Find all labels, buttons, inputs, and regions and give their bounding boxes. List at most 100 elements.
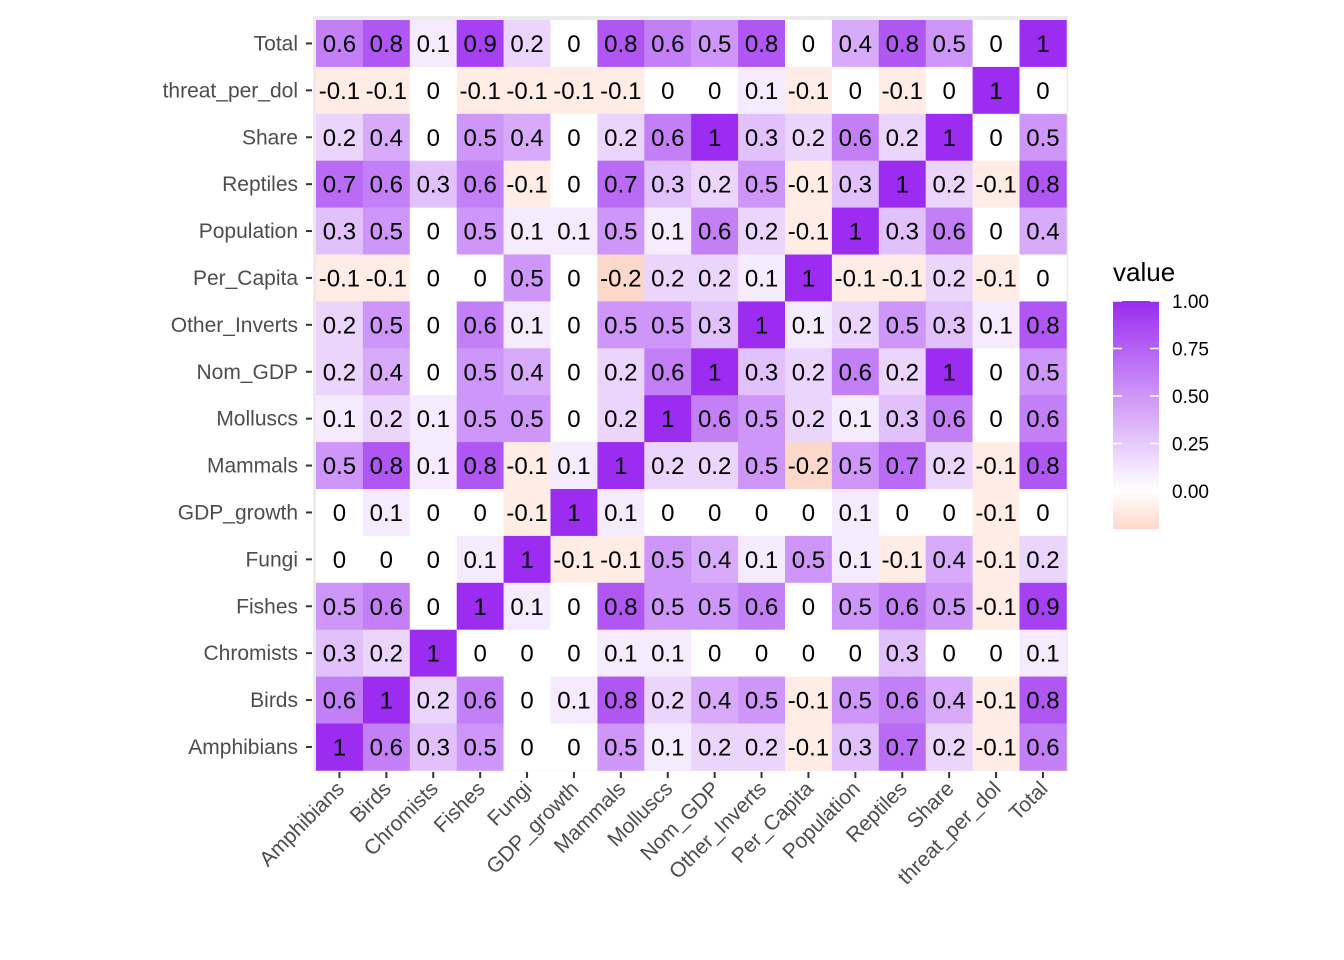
heatmap-cell xyxy=(409,348,457,396)
cell-value-label: 0.9 xyxy=(1026,594,1059,621)
cell-value-label: 0.5 xyxy=(463,359,496,386)
cell-value-label: 0.2 xyxy=(323,312,356,339)
cell-value-label: 0.3 xyxy=(323,219,356,246)
cell-value-label: 0.4 xyxy=(1026,219,1059,246)
cell-value-label: 0.2 xyxy=(417,688,450,715)
y-axis: Total threat_per_dol Share Reptiles Populati… xyxy=(163,32,312,759)
heatmap-cell xyxy=(738,535,786,584)
heatmap-cell xyxy=(503,395,551,443)
cell-value-label: 0 xyxy=(567,31,580,58)
cell-value-label: 0.1 xyxy=(510,312,543,339)
heatmap-cell xyxy=(785,160,833,208)
cell-value-label: 0.2 xyxy=(323,359,356,386)
heatmap-cell xyxy=(925,66,973,115)
heatmap-cell xyxy=(878,723,926,771)
cell-value-label: 0.8 xyxy=(604,688,637,715)
cell-value-label: 1 xyxy=(942,125,955,152)
cell-value-label: 0.3 xyxy=(417,734,450,761)
heatmap-cell xyxy=(878,66,926,115)
heatmap-cells xyxy=(316,20,1067,771)
cell-value-label: 0.8 xyxy=(886,31,919,58)
heatmap-cell xyxy=(1019,535,1067,584)
cell-value-label: 0.2 xyxy=(604,125,637,152)
cell-value-label: 0.1 xyxy=(370,500,403,527)
heatmap-cell xyxy=(503,66,551,115)
y-tick-label: Chromists xyxy=(203,642,298,665)
cell-value-label: 0.1 xyxy=(510,219,543,246)
heatmap-cell xyxy=(597,395,645,443)
cell-value-label: 0.6 xyxy=(1026,734,1059,761)
cell-value-label: 0 xyxy=(427,78,440,105)
heatmap-cell xyxy=(456,254,504,302)
heatmap-cell xyxy=(738,160,786,208)
cell-value-label: 0.5 xyxy=(463,406,496,433)
cell-value-label: 0.5 xyxy=(1026,125,1059,152)
cell-value-label: 0.5 xyxy=(745,172,778,199)
heatmap-cell xyxy=(456,301,504,349)
cell-value-label: 0.8 xyxy=(604,594,637,621)
cell-value-label: 0.5 xyxy=(932,594,965,621)
heatmap-cell xyxy=(831,629,880,677)
heatmap-cell xyxy=(972,301,1020,349)
heatmap-cell xyxy=(972,395,1020,443)
heatmap-cell xyxy=(925,582,973,630)
cell-value-label: 0.2 xyxy=(886,125,919,152)
cell-value-label: -0.1 xyxy=(975,734,1016,761)
heatmap-cell xyxy=(597,582,645,630)
cell-value-label: 0.5 xyxy=(745,406,778,433)
heatmap-cell xyxy=(644,489,692,537)
heatmap-cell xyxy=(925,442,973,490)
heatmap-cell xyxy=(409,629,457,677)
heatmap-cell-labels: 0.6 0.8 0.1 0.9 0.2 0 0.8 0.6 0.5 0.8 0 0.4 0.8 0.5 0 1… xyxy=(319,31,1060,762)
heatmap-cell xyxy=(362,676,411,724)
heatmap-cell xyxy=(362,348,411,396)
heatmap-cell xyxy=(456,582,504,630)
cell-value-label: 0.5 xyxy=(651,547,684,574)
heatmap-cell xyxy=(925,676,973,724)
heatmap-cell xyxy=(925,395,973,443)
heatmap-cell xyxy=(738,582,786,630)
heatmap-cell xyxy=(831,301,880,349)
cell-value-label: 0.1 xyxy=(463,547,496,574)
cell-value-label: 0 xyxy=(849,78,862,105)
heatmap-cell xyxy=(972,20,1020,68)
cell-value-label: -0.1 xyxy=(882,547,923,574)
heatmap-cell xyxy=(362,442,411,490)
heatmap-cell xyxy=(831,442,880,490)
heatmap-cell xyxy=(503,629,551,677)
heatmap-cell xyxy=(316,442,364,490)
heatmap-cell xyxy=(785,113,833,161)
y-tick-label: Share xyxy=(242,126,298,149)
heatmap-cell xyxy=(550,629,598,677)
cell-value-label: 0.2 xyxy=(370,406,403,433)
heatmap-cell xyxy=(925,160,973,208)
cell-value-label: -0.1 xyxy=(506,500,547,527)
heatmap-cell xyxy=(409,582,457,630)
cell-value-label: 0.1 xyxy=(557,453,590,480)
heatmap-cell xyxy=(644,676,692,724)
cell-value-label: 0.2 xyxy=(792,406,825,433)
cell-value-label: 0.3 xyxy=(886,219,919,246)
cell-value-label: 1 xyxy=(473,594,486,621)
cell-value-label: 0.1 xyxy=(651,734,684,761)
heatmap-cell xyxy=(878,160,926,208)
cell-value-label: -0.1 xyxy=(975,265,1016,292)
heatmap-cell xyxy=(456,348,504,396)
heatmap-cell xyxy=(409,301,457,349)
heatmap-cell xyxy=(972,723,1020,771)
heatmap-cell xyxy=(409,207,457,255)
cell-value-label: 0.5 xyxy=(370,312,403,339)
heatmap-cell xyxy=(785,442,833,490)
heatmap-cell xyxy=(409,723,457,771)
cell-value-label: 0.7 xyxy=(604,172,637,199)
heatmap-cell xyxy=(878,582,926,630)
cell-value-label: 0.6 xyxy=(651,31,684,58)
heatmap-cell xyxy=(785,629,833,677)
heatmap-cell xyxy=(550,207,598,255)
heatmap-cell xyxy=(972,442,1020,490)
heatmap-cell xyxy=(878,20,926,68)
heatmap-cell xyxy=(691,207,739,255)
cell-value-label: 0 xyxy=(708,641,721,668)
heatmap-cell xyxy=(972,348,1020,396)
cell-value-label: 0.5 xyxy=(932,31,965,58)
